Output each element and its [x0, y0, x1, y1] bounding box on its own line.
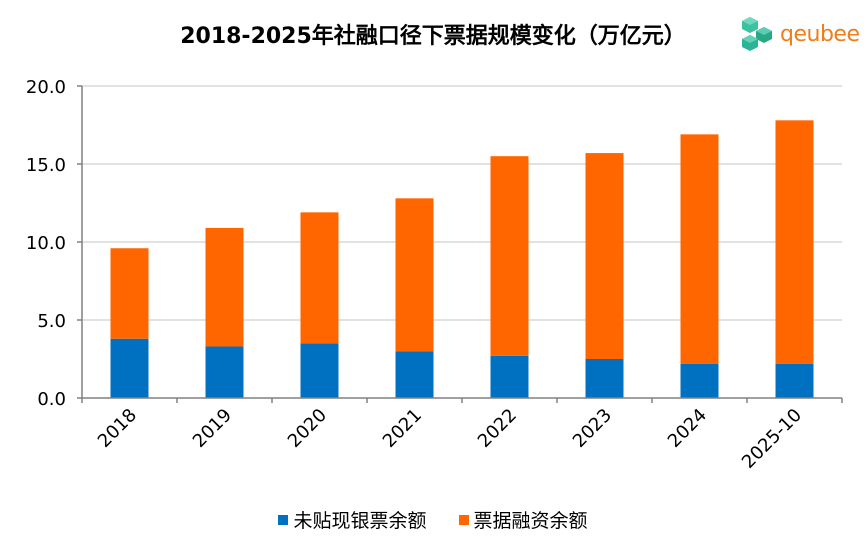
legend-item-series-1: 未贴现银票余额	[278, 506, 427, 533]
x-tick-label: 2024	[664, 405, 711, 452]
x-tick-label: 2022	[474, 405, 521, 452]
bar-billFinancing-2023	[585, 153, 624, 359]
legend-item-series-2: 票据融资余额	[458, 506, 588, 533]
bar-unDiscounted-2024	[680, 363, 719, 398]
bar-unDiscounted-2023	[585, 359, 624, 398]
bar-billFinancing-2022	[490, 156, 529, 356]
bar-unDiscounted-2020	[300, 343, 339, 398]
bar-billFinancing-2021	[395, 198, 434, 352]
x-tick-label: 2020	[284, 405, 331, 452]
bar-billFinancing-2025-10	[775, 120, 814, 364]
x-tick-label: 2025-10	[738, 405, 806, 473]
bar-billFinancing-2019	[205, 227, 244, 347]
logo-text: qeubee	[780, 21, 860, 47]
cube-cluster-icon	[742, 17, 772, 51]
bars	[110, 120, 814, 398]
gridlines	[82, 85, 842, 321]
y-tick-label: 10.0	[26, 233, 66, 254]
x-tick-labels: 2018 2019 2020 2021 2022 2023 2024 2025-10	[94, 405, 806, 473]
y-tick-labels: 0.0 5.0 10.0 15.0 20.0	[26, 77, 66, 410]
bar-billFinancing-2020	[300, 212, 339, 344]
y-tick-label: 15.0	[26, 155, 66, 176]
legend-swatch-series-2	[458, 514, 469, 525]
x-tick-label: 2019	[189, 405, 236, 452]
axes	[77, 85, 843, 403]
x-tick-label: 2018	[94, 405, 141, 452]
legend-label-series-2: 票据融资余额	[473, 510, 588, 532]
bar-billFinancing-2024	[680, 134, 719, 364]
logo: qeubee	[740, 14, 860, 54]
bar-unDiscounted-2022	[490, 355, 529, 398]
y-tick-label: 0.0	[37, 389, 66, 410]
y-tick-label: 5.0	[37, 311, 66, 332]
bar-unDiscounted-2021	[395, 351, 434, 398]
x-tick-label: 2023	[569, 405, 616, 452]
bar-billFinancing-2018	[110, 248, 149, 339]
bar-unDiscounted-2025-10	[775, 363, 814, 398]
bar-unDiscounted-2018	[110, 338, 149, 398]
y-tick-label: 20.0	[26, 77, 66, 98]
legend-label-series-1: 未贴现银票余额	[293, 510, 427, 532]
legend: 未贴现银票余额 票据融资余额	[0, 506, 866, 533]
x-tick-label: 2021	[379, 405, 426, 452]
bar-unDiscounted-2019	[205, 346, 244, 398]
legend-swatch-series-1	[278, 514, 289, 525]
chart-title: 2018-2025年社融口径下票据规模变化（万亿元）	[180, 24, 686, 49]
